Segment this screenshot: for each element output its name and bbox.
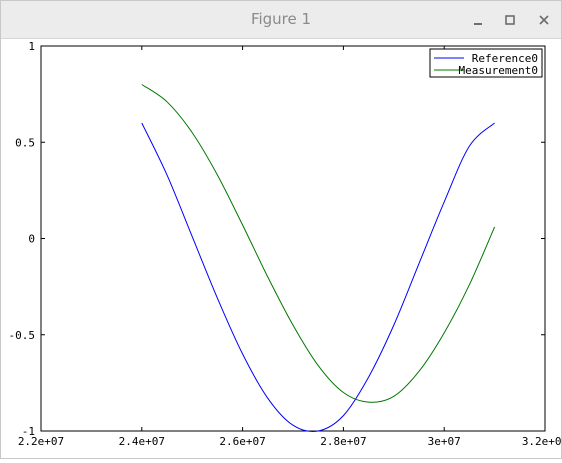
close-button[interactable] <box>533 9 555 31</box>
close-icon <box>539 15 549 25</box>
minimize-button[interactable] <box>467 9 489 31</box>
x-tick-label: 2.6e+07 <box>219 435 265 448</box>
window-title: Figure 1 <box>250 10 312 28</box>
x-tick-label: 2.2e+07 <box>18 435 64 448</box>
series-line-measurement0 <box>141 84 496 403</box>
title-bar[interactable]: Figure 1 <box>1 1 561 39</box>
maximize-icon <box>505 15 515 25</box>
x-tick-label: 2.4e+07 <box>119 435 165 448</box>
legend-box <box>429 48 543 78</box>
y-tick-label: 0.5 <box>15 136 35 149</box>
minimize-icon <box>474 23 482 25</box>
y-tick-label: -1 <box>22 425 35 438</box>
y-tick-label: 1 <box>28 40 35 53</box>
legend-label: Reference0 <box>472 52 538 65</box>
x-tick-label: 2.8e+07 <box>320 435 366 448</box>
legend-label: Measurement0 <box>459 64 538 77</box>
y-tick-label: 0 <box>28 233 35 246</box>
x-tick-label: 3.2e+07 <box>522 435 561 448</box>
plot-frame <box>40 45 546 432</box>
maximize-button[interactable] <box>499 9 521 31</box>
line-chart: 2.2e+07 2.4e+07 2.6e+07 2.8e+07 3e+07 3.2e+07… <box>9 40 562 448</box>
y-tick-label: -0.5 <box>9 329 36 342</box>
series-line-reference0 <box>141 122 495 433</box>
x-tick-label: 3e+07 <box>428 435 461 448</box>
plot-area: 2.2e+07 2.4e+07 2.6e+07 2.8e+07 3e+07 3.2e+07… <box>1 39 562 459</box>
